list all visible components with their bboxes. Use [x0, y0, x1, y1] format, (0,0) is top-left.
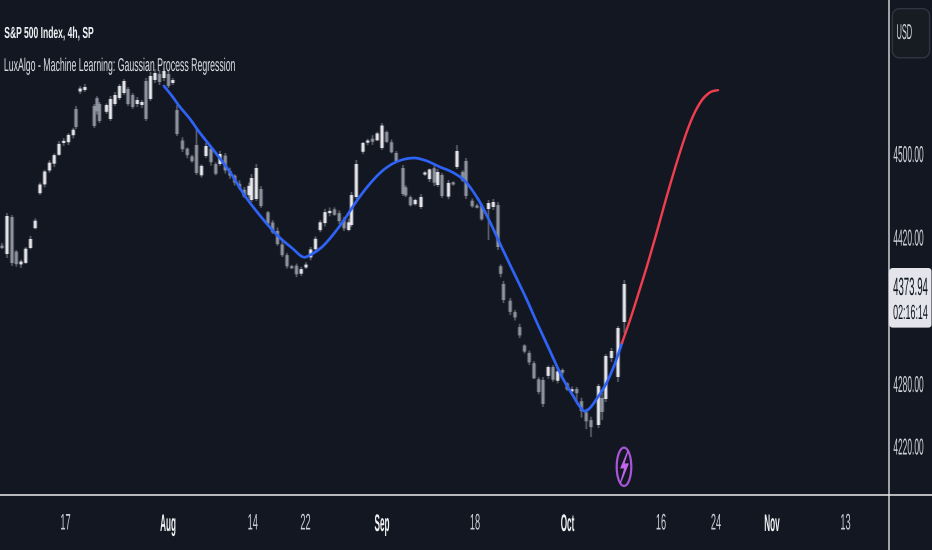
svg-text:16: 16: [656, 509, 666, 534]
svg-text:24: 24: [711, 509, 721, 534]
svg-text:S&P 500 Index, 4h, SP: S&P 500 Index, 4h, SP: [4, 25, 94, 42]
svg-text:13: 13: [840, 509, 850, 534]
svg-text:4373.94: 4373.94: [893, 273, 928, 301]
svg-text:4420.00: 4420.00: [893, 225, 923, 251]
svg-text:Sep: Sep: [375, 510, 390, 537]
svg-text:Nov: Nov: [764, 510, 780, 537]
svg-text:18: 18: [470, 509, 480, 534]
svg-text:USD: USD: [896, 20, 912, 44]
svg-text:17: 17: [60, 509, 70, 534]
svg-text:Aug: Aug: [160, 510, 176, 537]
svg-text:LuxAlgo - Machine Learning: Ga: LuxAlgo - Machine Learning: Gaussian Pro…: [4, 54, 236, 75]
svg-text:02:16:14: 02:16:14: [893, 301, 928, 324]
svg-text:Oct: Oct: [561, 510, 575, 537]
svg-text:4500.00: 4500.00: [893, 141, 923, 167]
svg-text:14: 14: [248, 509, 258, 534]
svg-text:22: 22: [300, 509, 310, 534]
svg-text:4280.00: 4280.00: [893, 371, 923, 397]
svg-text:4220.00: 4220.00: [893, 434, 923, 460]
